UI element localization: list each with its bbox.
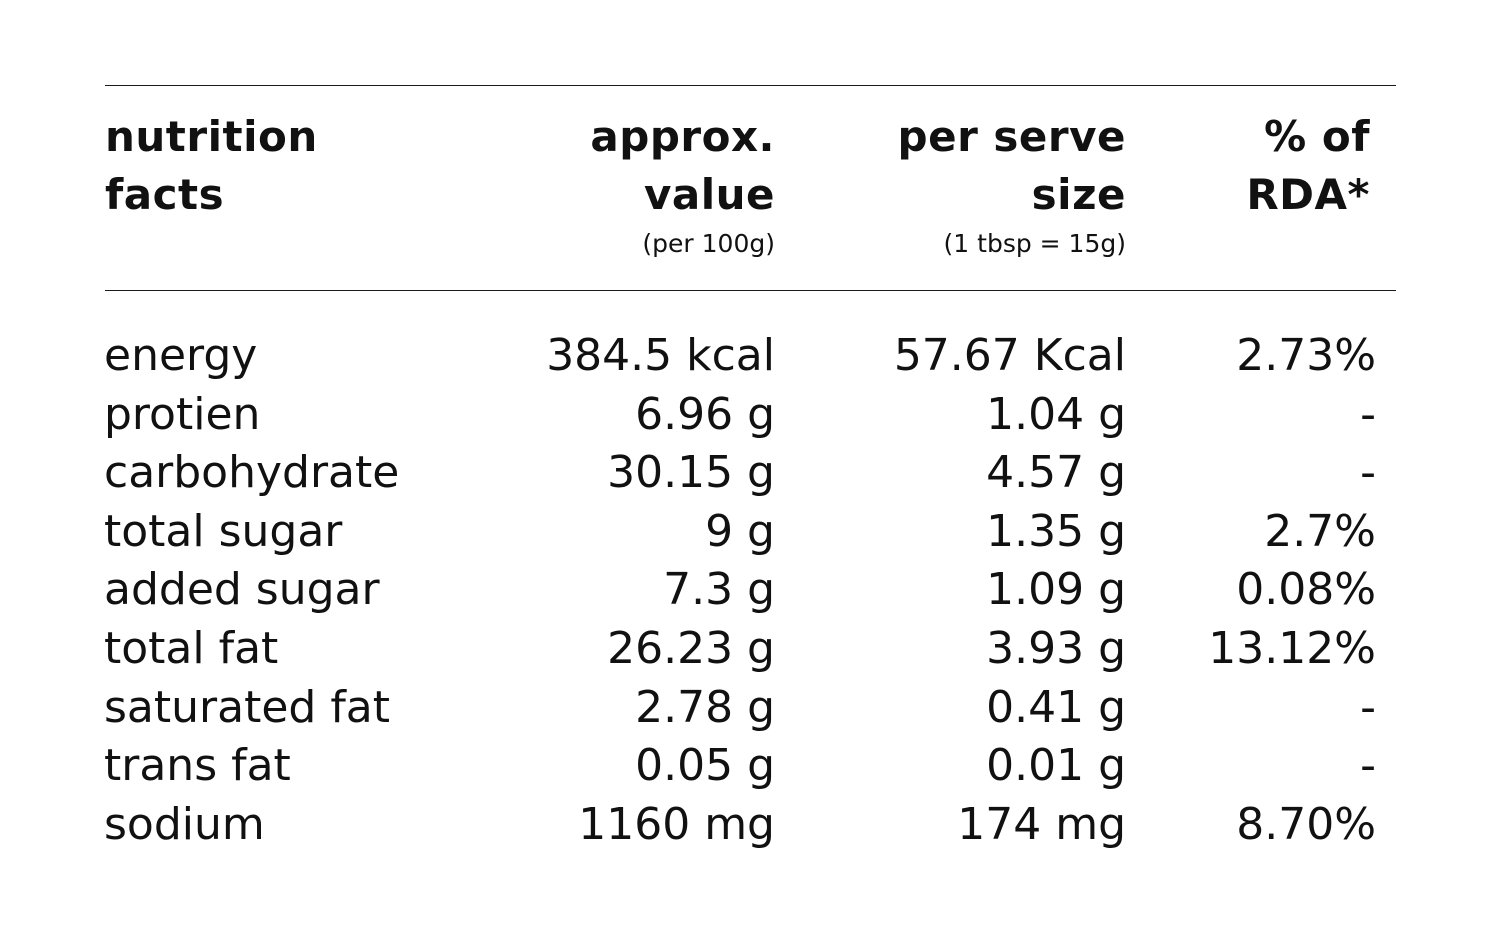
approx-value: 9 g [705,505,775,557]
table-row: saturated fat 2.78 g 0.41 g - [0,679,1500,738]
header-approx-subtitle: (per 100g) [642,229,775,258]
header-approx-value: approx. value (per 100g) [590,108,775,264]
per-serve-value: 3.93 g [986,622,1126,674]
rda-value: - [1360,740,1376,792]
approx-value: 6.96 g [635,388,775,440]
per-serve-value: 1.35 g [986,505,1126,557]
approx-value: 26.23 g [607,622,775,674]
per-serve-value: 0.41 g [986,681,1126,733]
top-divider [105,85,1396,86]
nutrient-name: trans fat [104,740,291,792]
rda-value: 2.73% [1236,330,1376,381]
rda-value: - [1360,681,1376,733]
nutrient-name: total fat [104,622,279,674]
nutrient-name: carbohydrate [104,447,400,499]
rda-value: 0.08% [1236,564,1376,616]
table-row: protien 6.96 g 1.04 g - [0,386,1500,445]
per-serve-value: 174 mg [957,798,1126,850]
approx-value: 30.15 g [607,447,775,499]
table-row: trans fat 0.05 g 0.01 g - [0,737,1500,796]
nutrient-name: sodium [104,798,265,850]
rda-value: - [1360,388,1376,440]
header-per-serve-size: per serve size (1 tbsp = 15g) [898,108,1126,264]
approx-value: 2.78 g [635,681,775,733]
approx-value: 0.05 g [635,740,775,792]
per-serve-value: 4.57 g [986,447,1126,499]
table-row: sodium 1160 mg 174 mg 8.70% [0,796,1500,855]
nutrient-name: total sugar [104,505,343,557]
nutrient-name: saturated fat [104,681,391,733]
table-row: total sugar 9 g 1.35 g 2.7% [0,503,1500,562]
per-serve-value: 0.01 g [986,740,1126,792]
rda-value: 2.7% [1264,505,1376,557]
per-serve-value: 1.09 g [986,564,1126,616]
header-rda-percent: % of RDA* [1246,112,1370,219]
nutrient-name: protien [104,388,261,440]
header-divider [105,290,1396,291]
table-body: energy 384.5 kcal 57.67 Kcal 2.73% proti… [0,327,1500,854]
per-serve-value: 1.04 g [986,388,1126,440]
table-row: added sugar 7.3 g 1.09 g 0.08% [0,561,1500,620]
nutrient-name: added sugar [104,564,380,616]
table-row: total fat 26.23 g 3.93 g 13.12% [0,620,1500,679]
header-nutrition-facts: nutrition facts [105,112,318,219]
header-serve-subtitle: (1 tbsp = 15g) [943,229,1126,258]
approx-value: 384.5 kcal [546,330,775,381]
table-row: carbohydrate 30.15 g 4.57 g - [0,444,1500,503]
per-serve-value: 57.67 Kcal [893,330,1126,381]
rda-value: - [1360,447,1376,499]
approx-value: 7.3 g [663,564,775,616]
nutrient-name: energy [104,330,258,381]
approx-value: 1160 mg [578,798,775,850]
rda-value: 13.12% [1208,622,1376,674]
table-row: energy 384.5 kcal 57.67 Kcal 2.73% [0,327,1500,386]
rda-value: 8.70% [1236,798,1376,850]
